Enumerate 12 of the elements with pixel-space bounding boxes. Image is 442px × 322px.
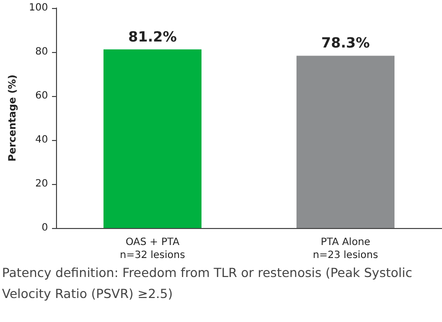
y-axis-title: Percentage (%) — [8, 74, 18, 162]
data-label: 78.3% — [321, 36, 370, 52]
x-tick-label: PTA Alone n=23 lesions — [312, 237, 378, 261]
y-tick-label: 100 — [28, 2, 48, 14]
y-tick-label: 40 — [35, 134, 48, 146]
y-tick-label: 60 — [35, 90, 48, 102]
y-tick-label: 0 — [42, 222, 48, 234]
text: Patency definition: Freedom from TLR or restenosis (Peak Systolic Velocity Ratio (PSVR) ≥2.5) — [1, 264, 414, 303]
data-label: 81.2% — [128, 29, 177, 46]
x-tick-label: OAS + PTA n=32 lesions — [120, 237, 186, 261]
y-tick-label: 80 — [35, 46, 48, 58]
y-tick-label: 20 — [35, 178, 48, 190]
